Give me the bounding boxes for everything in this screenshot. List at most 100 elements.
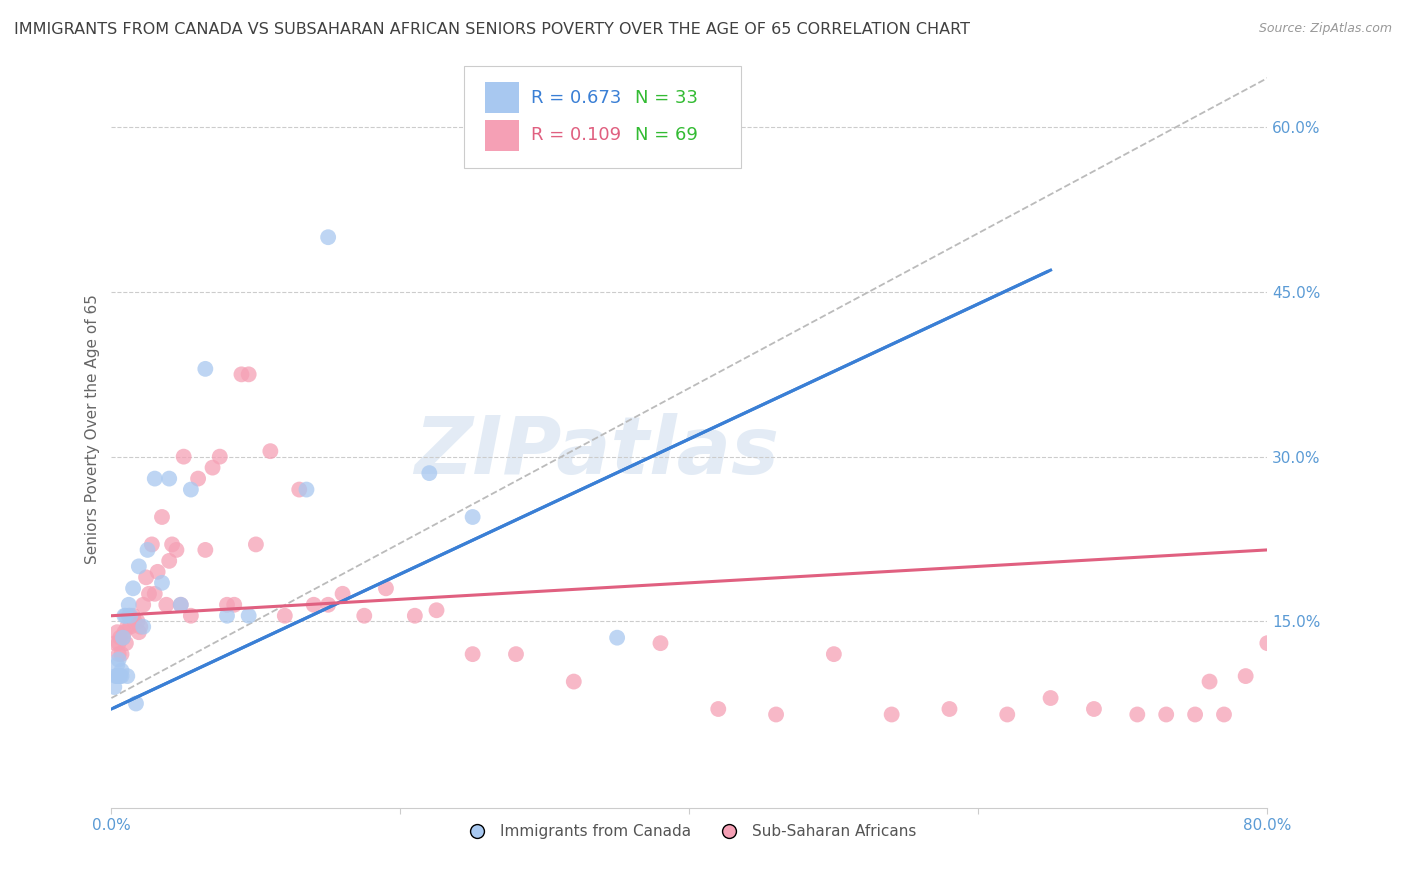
Point: [141, 537, 163, 551]
Point: [274, 608, 297, 623]
Point: [165, 542, 187, 557]
Point: [150, 510, 173, 524]
Point: [238, 368, 260, 382]
Point: [170, 598, 193, 612]
Text: Source: ZipAtlas.com: Source: ZipAtlas.com: [1258, 22, 1392, 36]
Point: [995, 707, 1018, 722]
Point: [332, 587, 354, 601]
Point: [115, 636, 138, 650]
Point: [157, 554, 180, 568]
Point: [194, 362, 217, 376]
Point: [117, 620, 139, 634]
Point: [104, 636, 127, 650]
Point: [173, 450, 195, 464]
Point: [425, 603, 447, 617]
Point: [105, 669, 128, 683]
Point: [129, 620, 152, 634]
Point: [765, 707, 787, 722]
Point: [105, 625, 128, 640]
Point: [143, 472, 166, 486]
Text: IMMIGRANTS FROM CANADA VS SUBSAHARAN AFRICAN SENIORS POVERTY OVER THE AGE OF 65 : IMMIGRANTS FROM CANADA VS SUBSAHARAN AFR…: [14, 22, 970, 37]
Point: [110, 669, 132, 683]
Point: [107, 647, 129, 661]
Point: [316, 230, 339, 244]
Point: [108, 669, 131, 683]
Point: [238, 608, 260, 623]
Point: [938, 702, 960, 716]
Point: [1234, 669, 1257, 683]
Point: [224, 598, 246, 612]
FancyBboxPatch shape: [464, 66, 741, 168]
Point: [112, 625, 135, 640]
Point: [124, 614, 146, 628]
Point: [108, 631, 131, 645]
Point: [107, 636, 129, 650]
Point: [115, 608, 138, 623]
Point: [136, 542, 159, 557]
Point: [404, 608, 426, 623]
Point: [1198, 674, 1220, 689]
Point: [302, 598, 325, 612]
Text: N = 33: N = 33: [636, 88, 697, 107]
Point: [180, 608, 202, 623]
Point: [215, 598, 238, 612]
Point: [128, 625, 150, 640]
Point: [135, 570, 157, 584]
FancyBboxPatch shape: [485, 120, 519, 151]
Point: [353, 608, 375, 623]
Point: [160, 537, 183, 551]
Point: [316, 598, 339, 612]
Point: [187, 472, 209, 486]
Point: [120, 620, 142, 634]
Point: [104, 669, 127, 683]
Point: [215, 608, 238, 623]
Point: [157, 472, 180, 486]
Point: [132, 620, 155, 634]
Point: [1184, 707, 1206, 722]
Point: [823, 647, 845, 661]
Point: [107, 669, 129, 683]
Point: [295, 483, 318, 497]
Point: [1256, 636, 1278, 650]
Point: [170, 598, 193, 612]
Point: [146, 565, 169, 579]
Point: [122, 582, 145, 596]
Point: [1039, 691, 1062, 706]
Point: [1126, 707, 1149, 722]
Point: [143, 587, 166, 601]
Point: [1154, 707, 1177, 722]
Point: [117, 669, 139, 683]
Point: [461, 510, 484, 524]
Point: [111, 631, 134, 645]
Point: [118, 608, 141, 623]
Point: [231, 368, 253, 382]
Point: [118, 598, 141, 612]
Point: [107, 652, 129, 666]
Point: [374, 582, 396, 596]
Point: [125, 697, 148, 711]
Point: [103, 680, 125, 694]
Point: [120, 608, 142, 623]
Point: [461, 647, 484, 661]
Point: [180, 483, 202, 497]
Point: [606, 631, 628, 645]
Point: [259, 444, 281, 458]
Y-axis label: Seniors Poverty Over the Age of 65: Seniors Poverty Over the Age of 65: [86, 294, 100, 564]
Point: [707, 702, 730, 716]
Point: [194, 542, 217, 557]
Point: [155, 598, 177, 612]
Point: [132, 598, 155, 612]
Point: [122, 608, 145, 623]
Point: [201, 460, 224, 475]
Text: R = 0.109: R = 0.109: [531, 127, 621, 145]
Text: R = 0.673: R = 0.673: [531, 88, 621, 107]
Point: [650, 636, 672, 650]
Point: [562, 674, 585, 689]
Point: [110, 647, 132, 661]
Point: [128, 559, 150, 574]
Point: [127, 614, 149, 628]
Point: [288, 483, 311, 497]
Legend: Immigrants from Canada, Sub-Saharan Africans: Immigrants from Canada, Sub-Saharan Afri…: [456, 818, 922, 846]
Point: [150, 575, 173, 590]
FancyBboxPatch shape: [485, 82, 519, 112]
